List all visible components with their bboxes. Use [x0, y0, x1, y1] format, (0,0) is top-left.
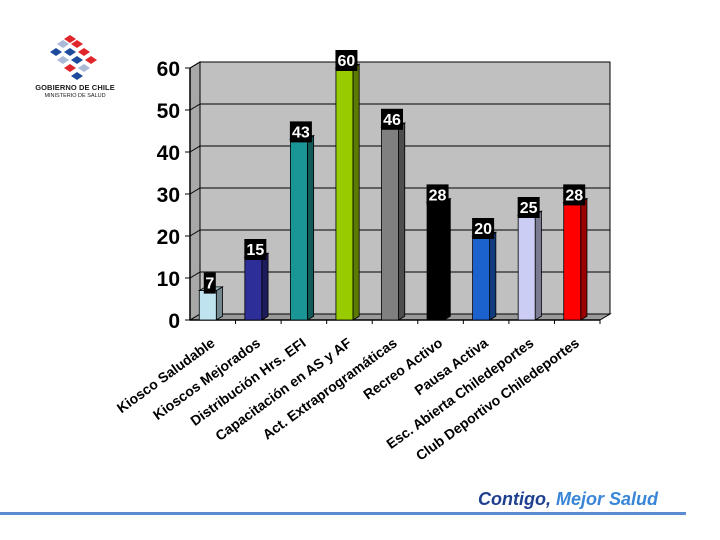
gridline	[189, 145, 610, 153]
data-label: 25	[520, 200, 538, 217]
bar-side	[398, 122, 406, 321]
bar-side	[306, 134, 315, 321]
bar	[472, 235, 491, 321]
bar	[381, 126, 399, 321]
slogan: Contigo, Mejor Salud	[478, 489, 658, 510]
gridline	[189, 61, 610, 69]
slogan-accent: Mejor Salud	[556, 489, 659, 509]
y-tick-label: 20	[157, 226, 180, 249]
bar-side	[261, 252, 269, 321]
y-tick-label: 60	[157, 58, 180, 81]
data-label-box	[203, 272, 216, 294]
data-label: 20	[474, 221, 492, 238]
data-label: 28	[429, 187, 447, 204]
bar-side	[352, 63, 360, 321]
y-tick-label: 10	[157, 268, 180, 291]
bar-side	[534, 210, 542, 321]
data-label: 28	[565, 187, 583, 204]
data-label: 46	[383, 112, 401, 129]
bar	[335, 67, 354, 321]
bar	[426, 201, 445, 321]
bar	[198, 290, 217, 321]
footer-divider	[0, 512, 686, 515]
data-label-box	[563, 184, 586, 206]
y-tick-label: 40	[157, 142, 180, 165]
gobierno-de-chile-logo	[50, 35, 97, 80]
slogan-main: Contigo,	[478, 489, 551, 509]
data-label-box	[244, 239, 267, 260]
data-label-box	[517, 197, 540, 218]
gridline	[189, 187, 610, 195]
bar-side	[489, 231, 497, 321]
y-tick-label: 50	[157, 100, 180, 123]
logo-cube-mark	[50, 35, 97, 80]
data-label-box	[289, 121, 312, 143]
data-label: 7	[205, 276, 214, 293]
bar	[517, 214, 536, 321]
bar-side	[215, 286, 223, 321]
bar	[244, 256, 263, 321]
bar	[289, 138, 308, 321]
data-label: 43	[292, 124, 310, 141]
logo-government-text: GOBIERNO DE CHILE	[35, 83, 115, 92]
bar-side	[443, 197, 451, 321]
data-label: 60	[338, 53, 356, 70]
logo-ministry-text: MINISTERIO DE SALUD	[44, 93, 106, 99]
gridline	[189, 103, 610, 111]
y-tick-label: 30	[157, 184, 180, 207]
y-tick-label: 0	[168, 310, 180, 333]
bar	[563, 201, 582, 321]
bar-side	[580, 197, 588, 321]
data-label-box	[472, 218, 495, 239]
data-label: 15	[246, 242, 264, 259]
data-label-box	[381, 108, 403, 130]
category-label: Recreo Activo	[360, 334, 445, 402]
data-label-box	[335, 50, 358, 71]
data-label-box	[426, 184, 449, 206]
